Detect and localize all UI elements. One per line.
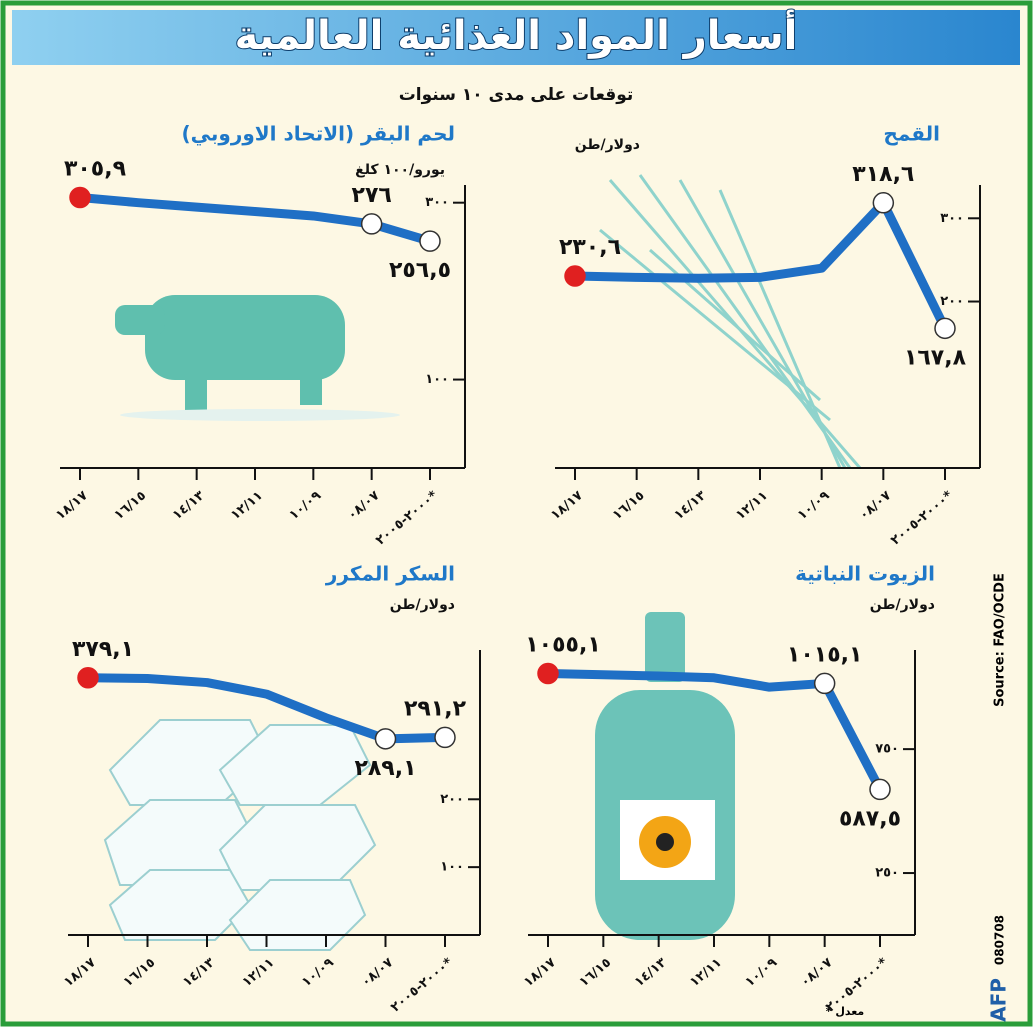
footnote: * معدل — [826, 1005, 865, 1018]
y-tick-label: ٧٥٠ — [875, 742, 899, 757]
point — [434, 726, 456, 749]
value-label: ٣١٨,٦ — [852, 162, 914, 187]
unit-label: دولار/طن — [390, 597, 455, 613]
y-tick-label: ١٠٠ — [425, 372, 449, 387]
start-point — [537, 662, 559, 685]
chart-title: السكر المكرر — [325, 562, 455, 586]
bottle-illustration — [595, 612, 735, 940]
value-label: ٢٧٦ — [352, 183, 392, 208]
point — [872, 192, 895, 214]
chart-title: الزيوت النباتية — [795, 562, 935, 586]
value-label: ٢٥٦,٥ — [389, 258, 451, 283]
point — [934, 317, 956, 340]
value-label: ٣٧٩,١ — [72, 637, 134, 662]
start-point — [77, 667, 99, 689]
value-label: ٢٩١,٢ — [404, 696, 467, 721]
point — [869, 778, 891, 801]
y-tick-label: ٢٥٠ — [875, 866, 899, 881]
unit-label: دولار/طن — [870, 597, 935, 613]
code: 080708 — [993, 915, 1007, 965]
y-tick-label: ٣٠٠ — [425, 195, 449, 210]
y-tick-label: ٢٠٠ — [440, 792, 464, 807]
subtitle: توقعات على مدى ١٠ سنوات — [399, 85, 634, 105]
start-point — [69, 186, 91, 209]
start-point — [564, 265, 586, 287]
source: Source: FAO/OCDE — [993, 573, 1008, 707]
y-tick-label: ١٠٠ — [440, 860, 464, 875]
value-label: ٣٠٥,٩ — [64, 156, 126, 181]
point — [813, 672, 836, 695]
y-tick-label: ٢٠٠ — [940, 294, 964, 309]
unit-label: يورو/١٠٠ كلغ — [355, 162, 445, 178]
title-bar — [12, 10, 1020, 65]
unit-label: دولار/طن — [575, 137, 640, 153]
y-tick-label: ٣٠٠ — [940, 211, 964, 226]
chart-title: القمح — [883, 122, 940, 146]
point — [419, 230, 441, 252]
cow-illustration — [115, 295, 400, 421]
agency: AFP — [987, 978, 1011, 1022]
value-label: ١٦٧,٨ — [904, 345, 967, 370]
value-label: ٥٨٧,٥ — [839, 806, 901, 831]
value-label: ٢٨٩,١ — [354, 756, 416, 781]
point — [360, 213, 383, 235]
value-label: ١٠١٥,١ — [787, 642, 863, 667]
value-label: ٢٣٠,٦ — [559, 235, 621, 260]
point — [374, 728, 397, 750]
title: أسعار المواد الغذائية العالمية — [235, 9, 798, 59]
chart-title: لحم البقر (الاتحاد الاوروبي) — [182, 122, 455, 147]
value-label: ١٠٥٥,١ — [525, 633, 601, 658]
sugar-illustration — [103, 719, 377, 951]
